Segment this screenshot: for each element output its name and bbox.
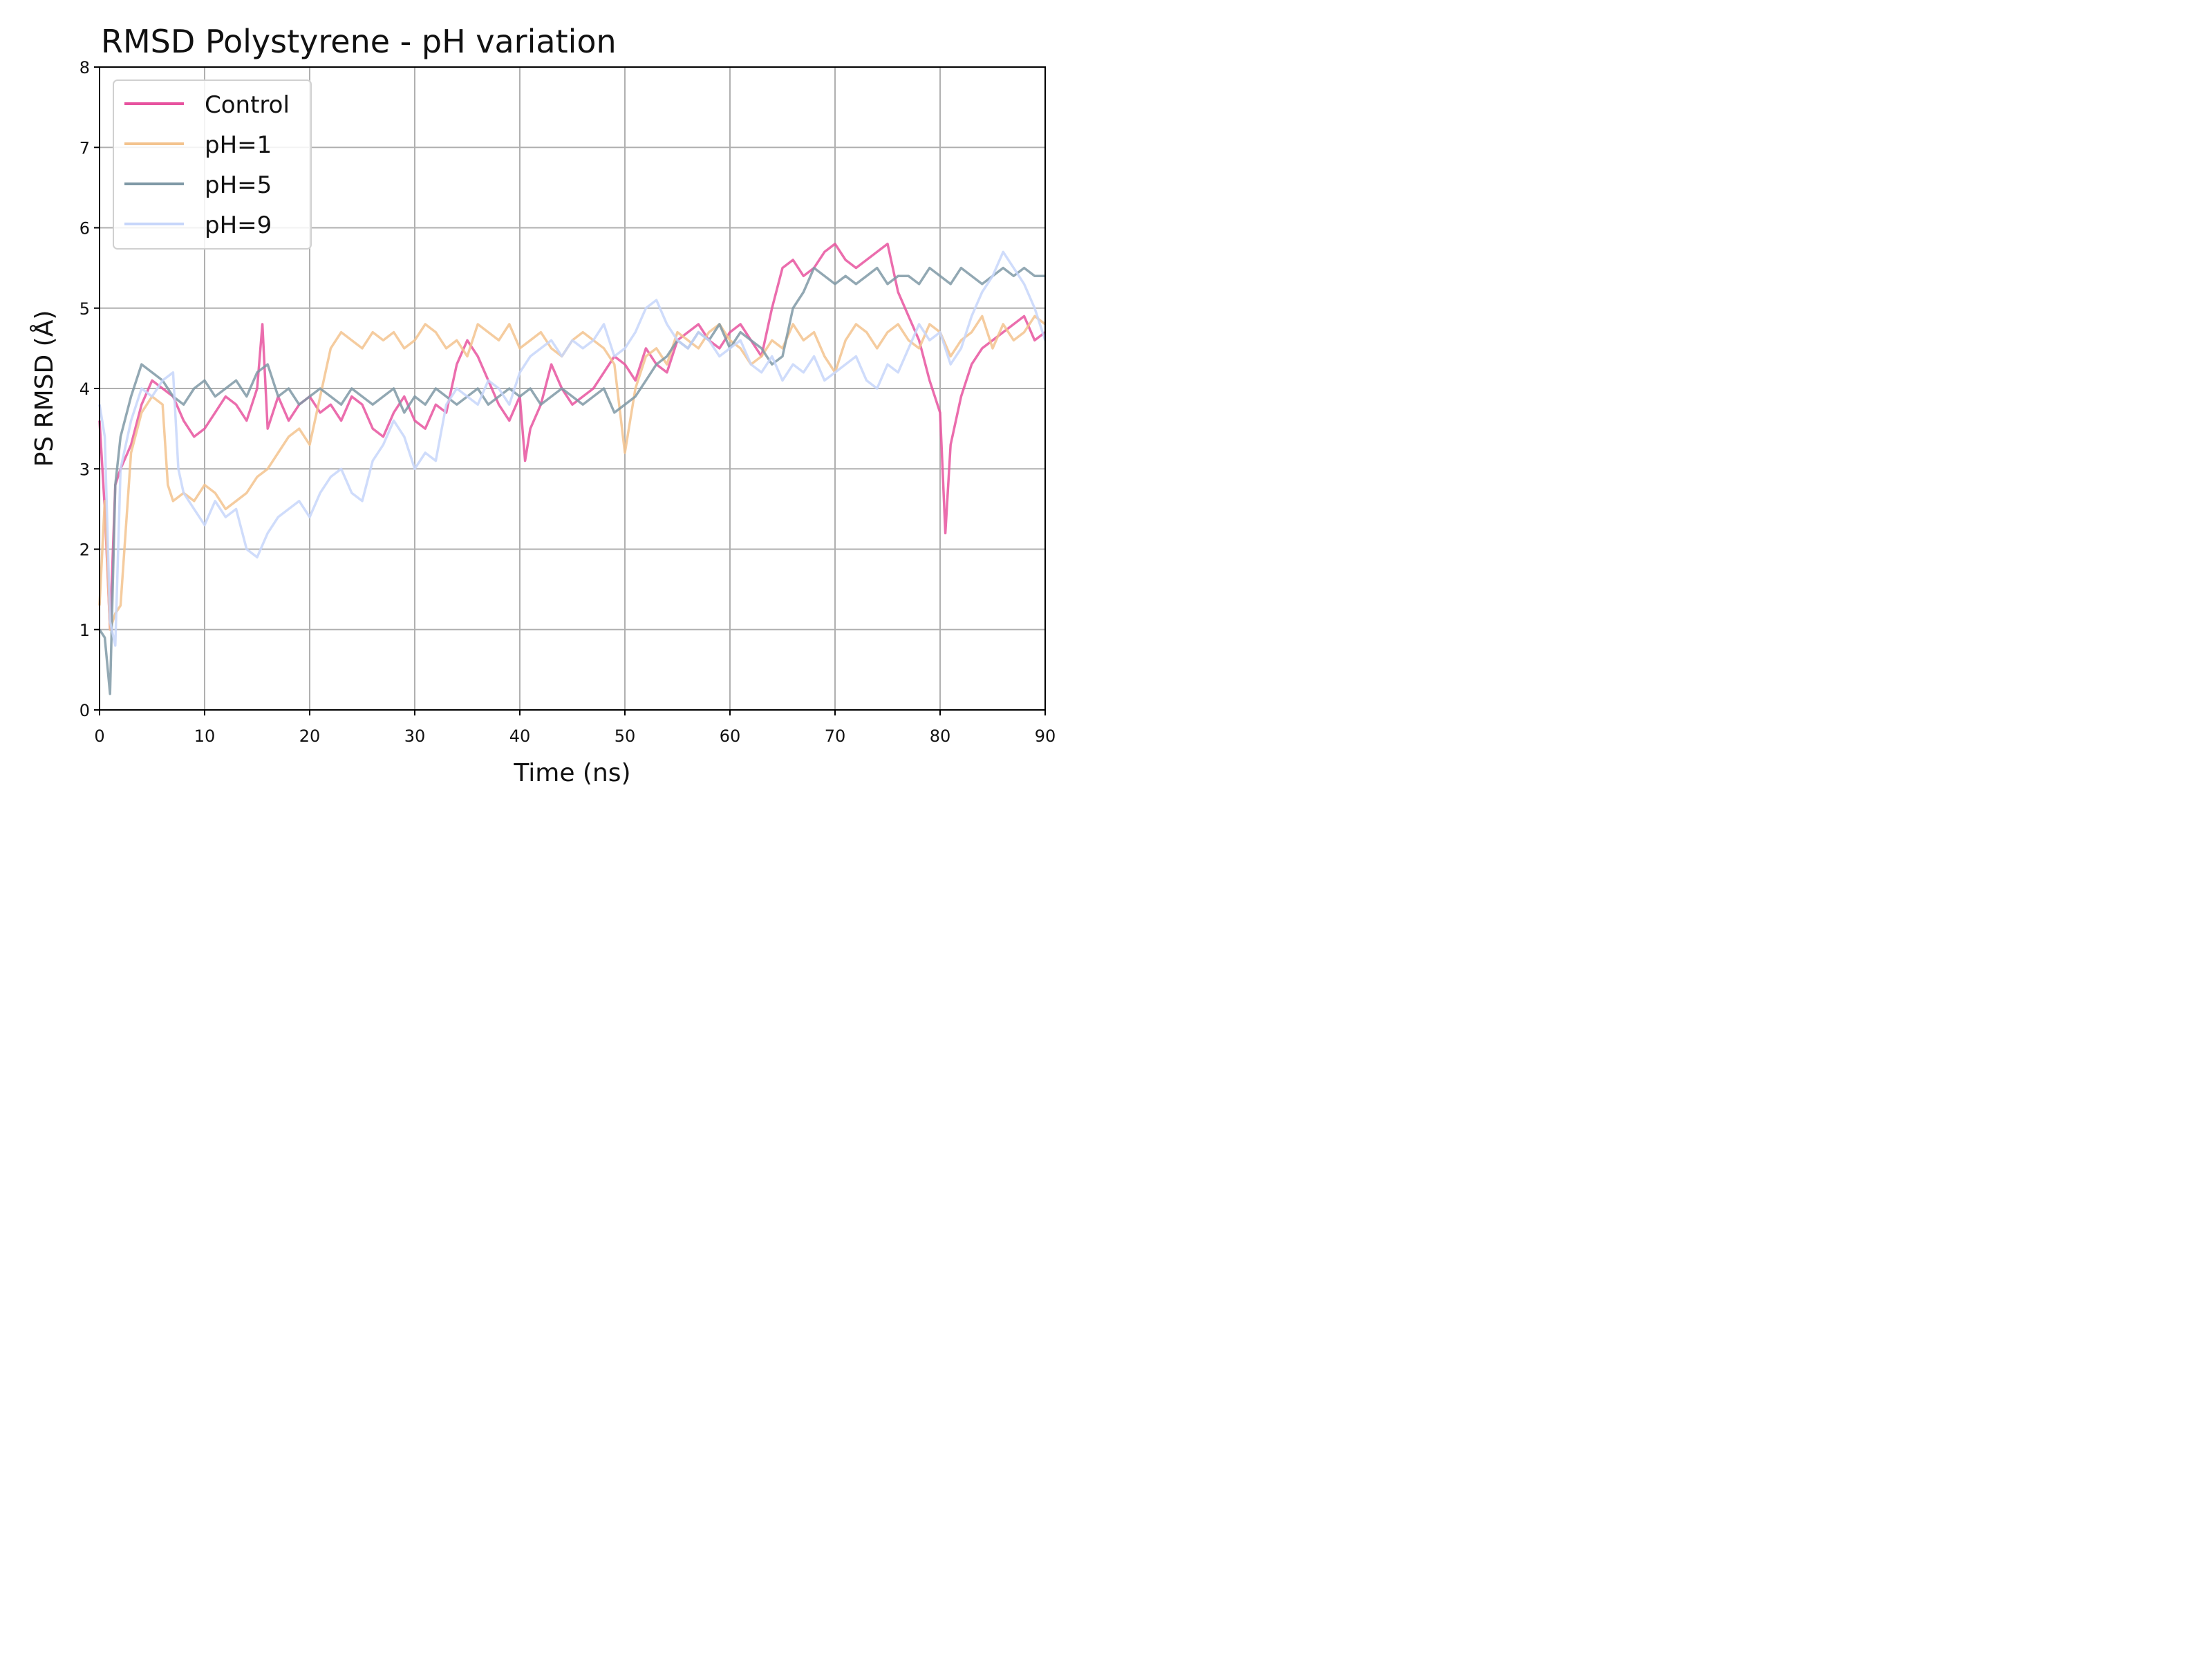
y-tick-label: 0 [79,701,90,720]
chart-container: RMSD Polystyrene - pH variation 0 10 20 30 4… [0,0,1073,805]
y-axis: 0 1 2 3 4 5 6 7 8 [79,58,100,720]
x-tick-label: 90 [1035,727,1056,746]
x-tick-label: 50 [615,727,636,746]
legend-label: pH=9 [205,212,272,239]
legend: Control pH=1 pH=5 pH=9 [113,79,312,250]
y-tick-label: 4 [79,379,90,399]
legend-label: pH=1 [205,131,272,159]
x-tick-label: 70 [825,727,846,746]
y-tick-label: 2 [79,541,90,560]
x-tick-label: 60 [720,727,741,746]
series-line-control [98,243,1047,631]
x-tick-label: 20 [299,727,321,746]
chart-svg: RMSD Polystyrene - pH variation 0 10 20 30 4… [29,23,1056,787]
chart-title: RMSD Polystyrene - pH variation [101,23,617,60]
y-tick-label: 6 [79,219,90,238]
x-tick-label: 0 [94,727,104,746]
legend-label: pH=5 [205,171,272,199]
y-tick-label: 5 [79,299,90,319]
x-tick-label: 80 [930,727,951,746]
x-axis-label: Time (ns) [513,759,630,787]
y-tick-label: 3 [79,460,90,479]
y-tick-label: 8 [79,58,90,77]
legend-label: Control [205,91,290,119]
y-tick-label: 1 [79,621,90,640]
plot-area [98,243,1047,695]
y-axis-label: PS RMSD (Å) [29,310,59,467]
x-tick-label: 40 [509,727,531,746]
series-line-ph-9 [98,250,1047,647]
x-tick-label: 30 [404,727,426,746]
x-axis: 0 10 20 30 40 50 60 70 80 90 [94,710,1056,746]
legend-box [113,79,312,250]
x-tick-label: 10 [194,727,216,746]
series-line-ph-1 [98,315,1047,631]
y-tick-label: 7 [79,138,90,158]
series-line-ph-5 [98,266,1045,695]
